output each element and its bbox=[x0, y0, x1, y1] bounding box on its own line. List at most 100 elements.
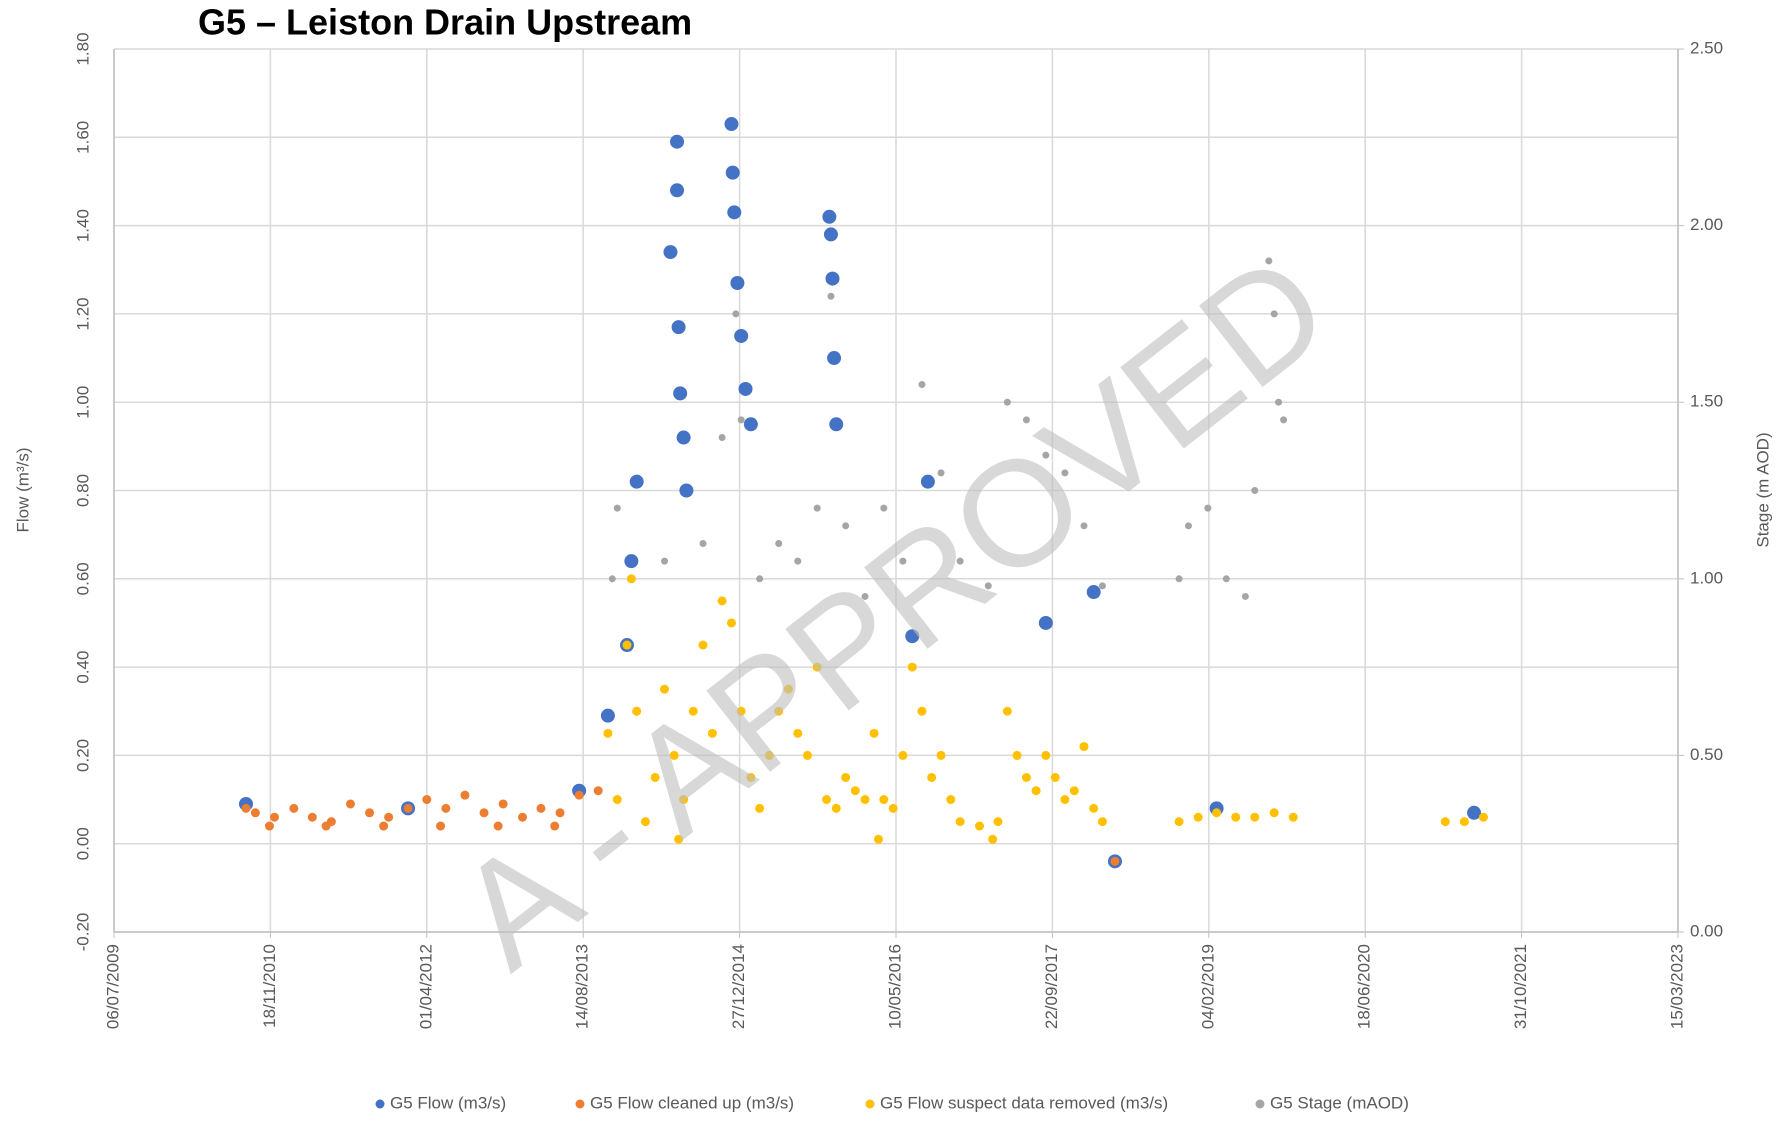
data-point bbox=[794, 557, 802, 565]
data-point bbox=[1038, 615, 1053, 630]
y2-tick-label: 2.50 bbox=[1690, 38, 1723, 57]
data-point bbox=[793, 728, 803, 738]
data-point bbox=[880, 504, 888, 512]
data-point bbox=[783, 684, 793, 694]
legend-marker bbox=[375, 1099, 385, 1109]
y-tick-label: 0.00 bbox=[73, 827, 92, 860]
data-point bbox=[726, 618, 736, 628]
data-point bbox=[732, 310, 740, 318]
data-point bbox=[860, 795, 870, 805]
x-tick-label: 15/03/2023 bbox=[1667, 944, 1686, 1029]
data-point bbox=[873, 834, 883, 844]
y-tick-label: 0.40 bbox=[73, 651, 92, 684]
data-point bbox=[1002, 706, 1012, 716]
data-point bbox=[1021, 772, 1031, 782]
data-point bbox=[632, 706, 642, 716]
data-point bbox=[518, 812, 528, 822]
data-point bbox=[822, 209, 837, 224]
data-point bbox=[975, 821, 985, 831]
data-point bbox=[663, 245, 678, 260]
data-point bbox=[825, 271, 840, 286]
data-point bbox=[600, 708, 615, 723]
y-tick-label: 0.20 bbox=[73, 739, 92, 772]
data-point bbox=[624, 554, 639, 569]
legend-label: G5 Flow suspect data removed (m3/s) bbox=[880, 1093, 1168, 1112]
data-point bbox=[905, 629, 920, 644]
data-point bbox=[688, 706, 698, 716]
y-tick-label: 1.60 bbox=[73, 121, 92, 154]
y-tick-label: 1.80 bbox=[73, 32, 92, 65]
data-point bbox=[1174, 817, 1184, 827]
data-point bbox=[1184, 522, 1192, 530]
data-point bbox=[1193, 812, 1203, 822]
data-point bbox=[775, 539, 783, 547]
data-point bbox=[1003, 398, 1011, 406]
data-point bbox=[1204, 504, 1212, 512]
data-point bbox=[1042, 451, 1050, 459]
data-point bbox=[1175, 575, 1183, 583]
data-point bbox=[1041, 750, 1051, 760]
data-point bbox=[1250, 812, 1260, 822]
data-point bbox=[831, 803, 841, 813]
data-point bbox=[898, 750, 908, 760]
x-tick-label: 27/12/2014 bbox=[729, 944, 748, 1029]
data-point bbox=[755, 803, 765, 813]
data-point bbox=[827, 351, 842, 366]
legend-marker bbox=[1255, 1099, 1265, 1109]
data-point bbox=[1270, 310, 1278, 318]
data-point bbox=[660, 684, 670, 694]
data-point bbox=[608, 575, 616, 583]
data-point bbox=[241, 803, 251, 813]
data-point bbox=[1089, 803, 1099, 813]
data-point bbox=[1098, 582, 1106, 590]
data-point bbox=[850, 786, 860, 796]
data-point bbox=[899, 557, 907, 565]
data-point bbox=[536, 803, 546, 813]
data-point bbox=[345, 799, 355, 809]
data-point bbox=[498, 799, 508, 809]
legend-label: G5 Flow cleaned up (m3/s) bbox=[590, 1093, 794, 1112]
data-point bbox=[264, 821, 274, 831]
data-point bbox=[384, 812, 394, 822]
data-point bbox=[669, 750, 679, 760]
x-tick-label: 18/11/2010 bbox=[260, 944, 279, 1028]
data-point bbox=[1097, 817, 1107, 827]
data-point bbox=[403, 803, 413, 813]
y-tick-label: 1.20 bbox=[73, 297, 92, 330]
data-point bbox=[917, 706, 927, 716]
data-point bbox=[1069, 786, 1079, 796]
data-point bbox=[307, 812, 317, 822]
data-point bbox=[1265, 257, 1273, 265]
data-point bbox=[946, 795, 956, 805]
data-point bbox=[1478, 812, 1488, 822]
data-point bbox=[661, 557, 669, 565]
data-point bbox=[1212, 808, 1222, 818]
x-tick-label: 06/07/2009 bbox=[103, 944, 122, 1029]
data-point bbox=[734, 328, 749, 343]
data-point bbox=[1110, 856, 1120, 866]
plot-area: -0.20 0.00 0.20 0.40 0.60 0.80 1.00 1.20 1.40 1.6… bbox=[73, 32, 1723, 1029]
data-point bbox=[717, 596, 727, 606]
data-point bbox=[699, 539, 707, 547]
data-point bbox=[736, 706, 746, 716]
data-point bbox=[321, 821, 331, 831]
chart-title: G5 – Leiston Drain Upstream bbox=[198, 2, 692, 43]
data-point bbox=[1050, 772, 1060, 782]
data-point bbox=[869, 728, 879, 738]
data-point bbox=[764, 750, 774, 760]
y2-tick-label: 2.00 bbox=[1690, 215, 1723, 234]
data-point bbox=[250, 808, 260, 818]
legend-marker bbox=[575, 1099, 585, 1109]
data-point bbox=[920, 474, 935, 489]
data-point bbox=[555, 808, 565, 818]
data-point bbox=[436, 821, 446, 831]
data-point bbox=[493, 821, 503, 831]
data-point bbox=[574, 790, 584, 800]
legend-label: G5 Flow (m3/s) bbox=[390, 1093, 506, 1112]
data-point bbox=[650, 772, 660, 782]
data-point bbox=[802, 750, 812, 760]
data-point bbox=[827, 292, 835, 300]
data-point bbox=[727, 205, 742, 220]
data-point bbox=[956, 557, 964, 565]
